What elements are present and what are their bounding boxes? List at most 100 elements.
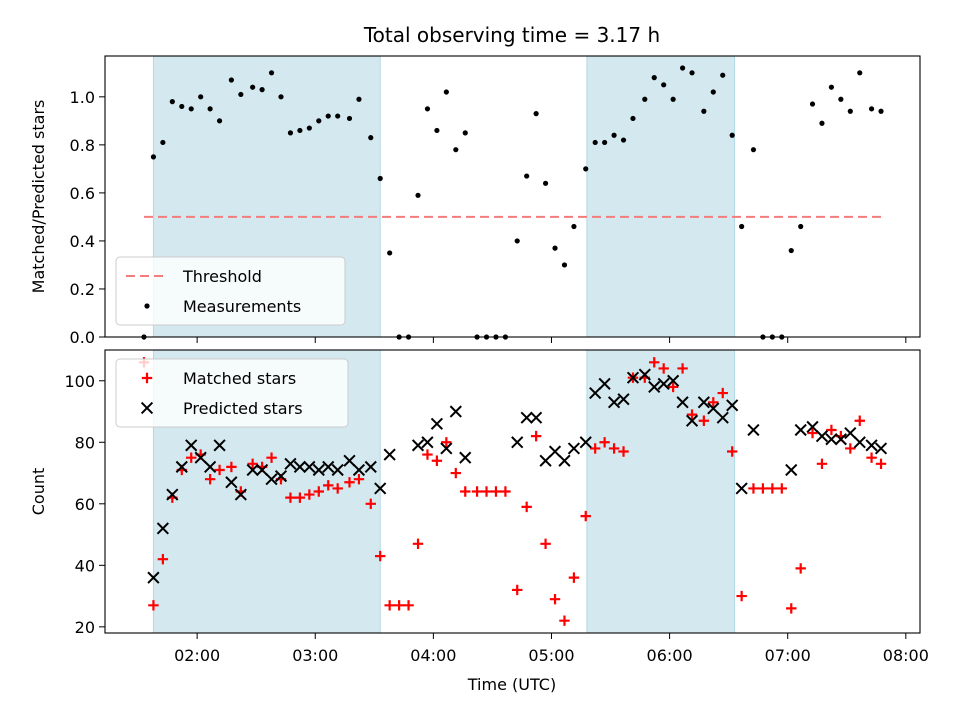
data-point [710, 89, 716, 95]
data-point [422, 449, 433, 460]
data-point [717, 387, 728, 399]
data-point [697, 396, 710, 409]
data-point [344, 477, 355, 488]
data-point [815, 430, 829, 443]
x-tick-label: 04:00 [410, 646, 456, 665]
data-point [735, 482, 748, 495]
data-point [608, 443, 620, 454]
data-point [383, 448, 396, 461]
data-point [160, 139, 166, 146]
data-point [583, 166, 589, 172]
data-point [316, 118, 322, 124]
data-point [520, 411, 533, 424]
legend: Threshold Measurements [115, 256, 346, 326]
x-axis-label: Time (UTC) [467, 675, 556, 694]
data-point [874, 442, 888, 455]
y-tick-label: 0.8 [70, 136, 95, 155]
x-tick-label: 03:00 [292, 646, 338, 665]
legend-marker-swatch [141, 372, 153, 384]
data-point [729, 132, 735, 138]
data-point [246, 463, 259, 477]
data-point [707, 402, 720, 415]
data-point [798, 223, 804, 230]
data-point [657, 377, 670, 390]
data-point [726, 446, 738, 457]
axes-frame [104, 349, 921, 634]
data-point [611, 132, 617, 138]
data-point [642, 96, 648, 102]
data-point [214, 464, 225, 476]
data-point [552, 245, 558, 251]
data-point [213, 439, 226, 452]
data-point [679, 65, 686, 71]
data-point [228, 77, 234, 83]
data-point [443, 89, 449, 95]
data-point [736, 590, 747, 602]
data-point [175, 460, 188, 473]
data-point [268, 70, 275, 76]
data-point [353, 473, 365, 485]
data-point [561, 262, 568, 268]
data-point [750, 147, 757, 153]
data-point [868, 106, 875, 112]
data-point [828, 84, 835, 90]
data-point [216, 118, 223, 124]
data-point [524, 173, 530, 179]
data-point [530, 411, 543, 424]
data-point [460, 486, 471, 497]
data-point [806, 420, 819, 434]
top-panel-ratio: 0.0 0.2 0.4 0.6 0.8 1.0 Matched/Predicted star… [29, 55, 921, 347]
data-point [661, 82, 667, 88]
data-point [250, 84, 256, 90]
data-point [579, 436, 592, 449]
data-point [304, 489, 315, 500]
data-point [294, 492, 306, 503]
data-point [453, 147, 459, 153]
x-tick-label: 06:00 [647, 646, 693, 665]
data-point [374, 482, 387, 495]
data-point [322, 460, 335, 473]
data-point [670, 96, 676, 102]
data-point [331, 463, 344, 477]
data-point [274, 470, 288, 483]
data-point [481, 486, 492, 497]
data-point [559, 615, 570, 626]
x-tick-label: 05:00 [528, 646, 574, 665]
data-point [667, 381, 679, 393]
data-point [169, 99, 175, 105]
x-tick-label: 02:00 [174, 646, 220, 665]
data-point [356, 96, 362, 102]
data-point [490, 486, 502, 497]
data-point [788, 247, 794, 254]
data-point [589, 443, 601, 454]
data-point [194, 451, 207, 464]
axes-frame [104, 55, 921, 338]
data-point [786, 603, 797, 614]
data-point [500, 486, 511, 497]
data-point [677, 363, 688, 374]
data-point [179, 103, 185, 110]
data-point [297, 127, 303, 134]
data-point [857, 70, 863, 76]
data-point [620, 137, 627, 143]
data-point [567, 442, 581, 455]
data-point [166, 488, 179, 501]
data-point [739, 223, 745, 230]
data-point [542, 180, 549, 186]
y-tick-label: 0.0 [70, 328, 95, 347]
data-point [776, 483, 788, 494]
data-point [441, 437, 452, 448]
data-point [411, 439, 425, 452]
data-point [607, 396, 621, 409]
data-point [667, 374, 680, 387]
data-point [720, 72, 726, 78]
data-point [352, 463, 366, 477]
data-point [449, 405, 462, 418]
data-point [795, 563, 806, 574]
data-point [204, 473, 216, 485]
y-axis-label: Count [29, 468, 48, 516]
data-point [238, 91, 244, 98]
data-point [188, 106, 194, 112]
legend-marker-swatch [144, 303, 150, 309]
